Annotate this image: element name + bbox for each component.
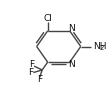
Text: F: F (29, 60, 34, 69)
Text: F: F (37, 75, 42, 84)
Text: F: F (28, 68, 33, 77)
Text: 2: 2 (99, 45, 103, 52)
Text: N: N (67, 60, 74, 69)
Text: N: N (67, 24, 74, 33)
Text: Cl: Cl (43, 14, 52, 23)
Text: NH: NH (93, 42, 106, 51)
